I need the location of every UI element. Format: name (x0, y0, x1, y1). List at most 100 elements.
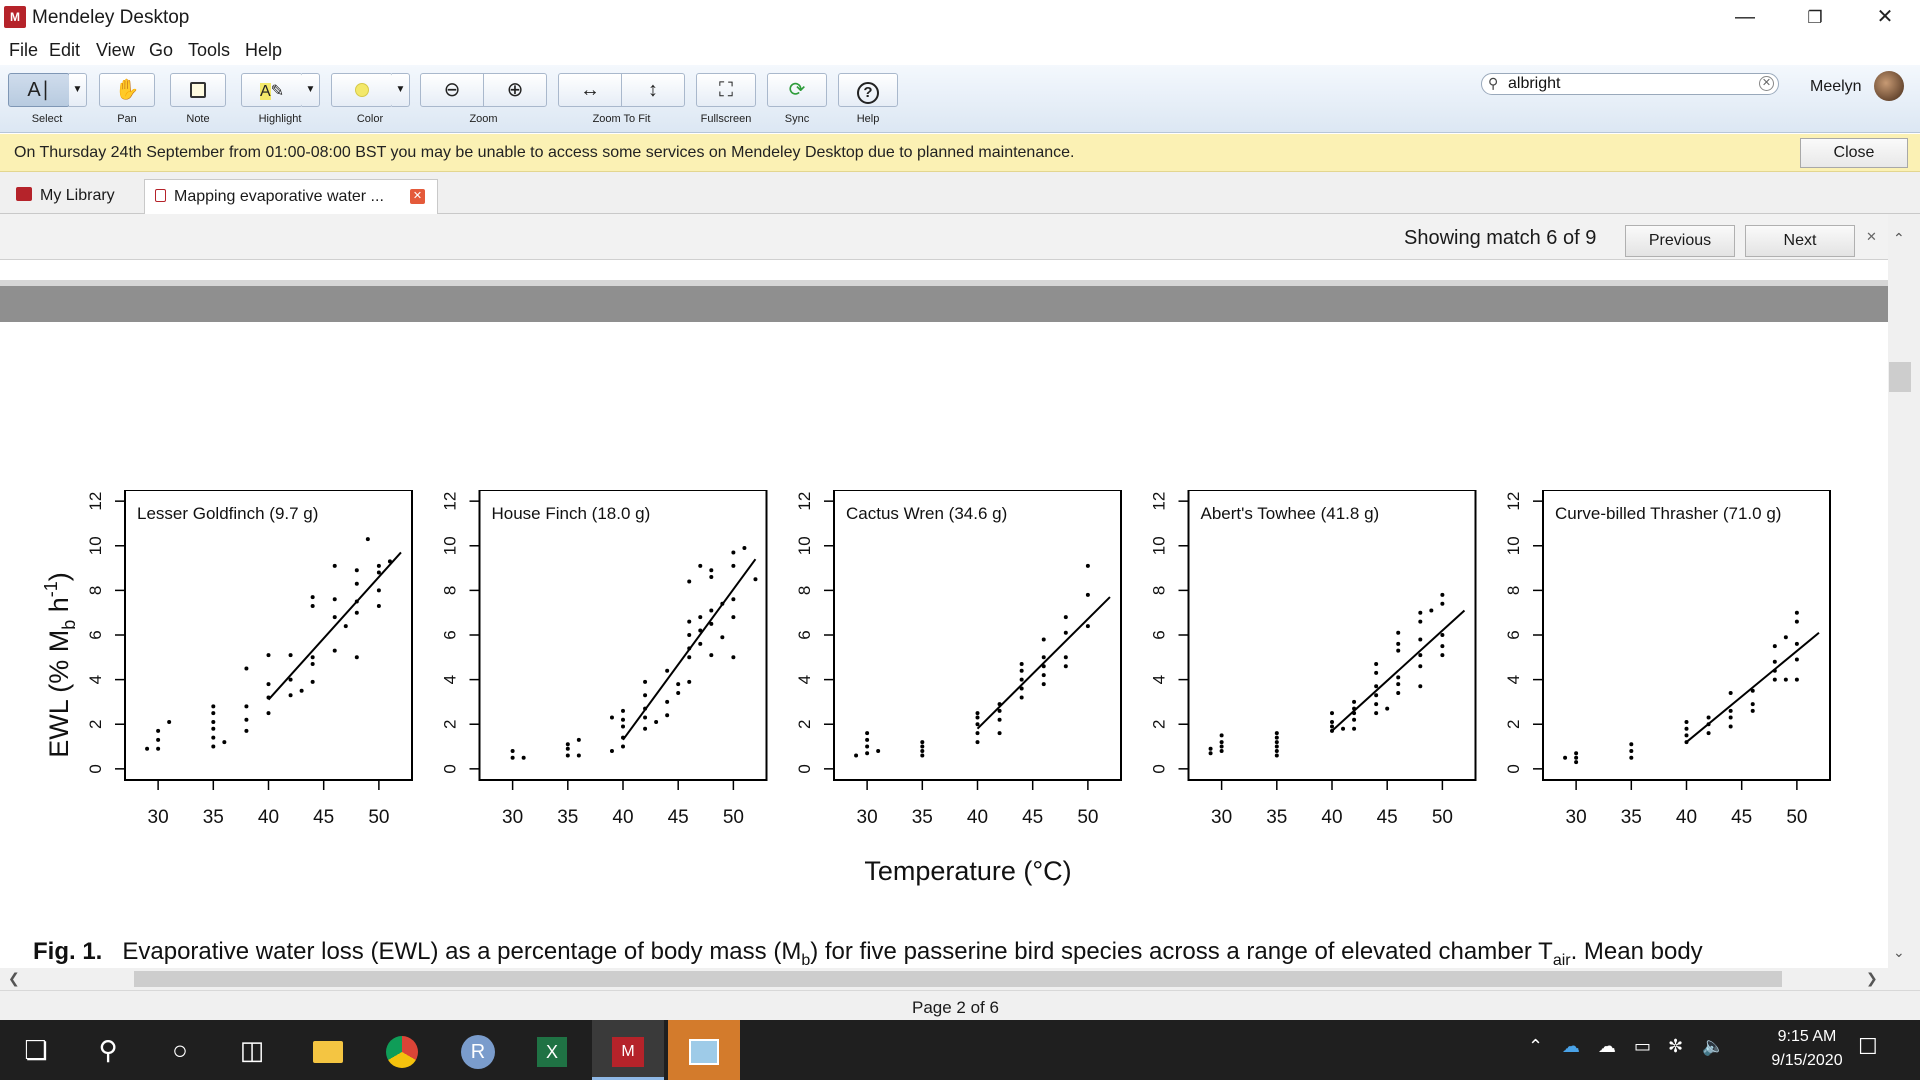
note-tool-button[interactable] (170, 73, 226, 107)
search-box[interactable]: ⚲ ✕ (1481, 73, 1779, 95)
data-point (1063, 655, 1068, 660)
data-point (643, 693, 648, 698)
menu-tools[interactable]: Tools (188, 40, 231, 60)
highlight-dropdown[interactable]: ▼ (302, 73, 320, 107)
caption-sub-air: air (1552, 951, 1571, 969)
data-point (310, 604, 315, 608)
data-point (609, 749, 614, 753)
data-point (211, 704, 216, 709)
data-point (1019, 677, 1024, 682)
data-point (698, 563, 703, 568)
volume-icon[interactable]: 🔈 (1702, 1036, 1725, 1056)
color-picker-button[interactable] (331, 73, 393, 107)
color-label: Color (356, 113, 384, 125)
y-tick-label: 4 (441, 675, 460, 684)
cortana-icon[interactable]: ○ (172, 1035, 188, 1065)
data-point (609, 715, 614, 720)
scroll-right-icon[interactable]: ❯ (1866, 970, 1878, 986)
data-point (1352, 717, 1357, 722)
fit-height-button[interactable]: ↕ (621, 73, 685, 107)
tray-chevron-icon[interactable]: ⌃ (1528, 1036, 1544, 1056)
data-point (1041, 637, 1046, 642)
clock-time[interactable]: 9:15 AM (1777, 1028, 1837, 1045)
restore-button[interactable]: ❐ (1807, 8, 1823, 27)
data-point (1794, 641, 1799, 646)
file-explorer-icon[interactable] (292, 1020, 364, 1080)
fit-width-button[interactable]: ↔ (558, 73, 622, 107)
data-point (1429, 608, 1434, 613)
select-dropdown[interactable]: ▼ (69, 73, 87, 107)
onedrive-sync-icon[interactable]: ☁ (1562, 1036, 1580, 1056)
sync-button[interactable]: ⟳ (767, 73, 827, 107)
onedrive-icon[interactable]: ☁ (1598, 1036, 1616, 1056)
r-icon[interactable]: R (442, 1020, 514, 1080)
minimize-button[interactable]: — (1735, 6, 1755, 28)
fullscreen-button[interactable]: ⛶ (696, 73, 756, 107)
panel-title: Cactus Wren (34.6 g) (846, 504, 1007, 523)
zoom-out-button[interactable]: ⊖ (420, 73, 484, 107)
zoom-in-button[interactable]: ⊕ (483, 73, 547, 107)
data-point (709, 608, 714, 613)
panel-3: Cactus Wren (34.6 g) 30 35 40 45 50 0 2 4 6 8 10 12 (795, 490, 1122, 828)
scroll-up-icon[interactable]: ⌃ (1893, 230, 1905, 246)
data-point (310, 595, 315, 600)
x-tick-label: 30 (502, 807, 523, 828)
notice-close-button[interactable]: Close (1800, 138, 1908, 168)
data-point (1750, 702, 1755, 707)
color-dropdown[interactable]: ▼ (392, 73, 410, 107)
find-close-icon[interactable]: ✕ (1866, 229, 1877, 244)
task-view-icon[interactable]: ◫ (239, 1035, 265, 1065)
tab-document[interactable]: Mapping evaporative water ... ✕ (144, 179, 438, 214)
avatar[interactable] (1874, 71, 1904, 101)
chrome-icon[interactable] (366, 1020, 438, 1080)
menu-edit[interactable]: Edit (49, 40, 81, 60)
windows-start-icon[interactable]: ❏ (24, 1035, 48, 1065)
tab-close-icon[interactable]: ✕ (410, 189, 425, 204)
menu-view[interactable]: View (96, 40, 135, 60)
highlight-tool-button[interactable]: A✎ (241, 73, 303, 107)
close-window-button[interactable]: ✕ (1876, 6, 1894, 28)
search-taskbar-icon[interactable]: ⚲ (98, 1035, 118, 1065)
fullscreen-label: Fullscreen (700, 113, 752, 125)
select-tool-button[interactable]: A∣ (8, 73, 70, 107)
mendeley-taskbar-icon[interactable]: M (592, 1020, 664, 1080)
menu-file[interactable]: File (9, 40, 39, 60)
scroll-left-icon[interactable]: ❮ (8, 970, 20, 986)
user-name[interactable]: Meelyn (1810, 78, 1862, 95)
menu-go[interactable]: Go (149, 40, 174, 60)
vertical-scroll-thumb[interactable] (1889, 362, 1911, 392)
network-app-icon[interactable] (668, 1020, 740, 1080)
data-point (1219, 740, 1224, 745)
horizontal-scroll-thumb[interactable] (134, 971, 1782, 987)
wifi-icon[interactable]: ✼ (1668, 1036, 1684, 1056)
vertical-scrollbar[interactable] (1888, 214, 1920, 990)
data-point (975, 711, 980, 716)
x-tick-label: 35 (1621, 807, 1642, 828)
pdf-viewer[interactable]: Lesser Goldfinch (9.7 g) 30 35 40 45 50 0 2 4 6 8 1… (0, 260, 1888, 970)
pan-tool-button[interactable]: ✋ (99, 73, 155, 107)
tab-my-library[interactable]: My Library (6, 179, 136, 214)
data-point (1330, 711, 1334, 716)
data-point (332, 648, 337, 653)
search-input[interactable] (1508, 75, 1748, 93)
help-button[interactable]: ? (838, 73, 898, 107)
data-point (288, 677, 293, 682)
scroll-down-icon[interactable]: ⌄ (1893, 944, 1905, 960)
x-tick-label: 35 (912, 807, 933, 828)
clear-search-icon[interactable]: ✕ (1759, 76, 1774, 91)
data-point (1085, 563, 1090, 568)
data-point (1085, 592, 1090, 597)
data-point (1063, 615, 1068, 620)
next-match-button[interactable]: Next (1745, 225, 1855, 257)
menu-help[interactable]: Help (245, 40, 283, 60)
battery-icon[interactable]: ▭ (1634, 1036, 1652, 1056)
x-tick-label: 40 (258, 807, 279, 828)
excel-icon[interactable]: X (516, 1020, 588, 1080)
y-tick-label: 10 (795, 536, 814, 555)
notifications-icon[interactable]: ☐ (1858, 1034, 1878, 1059)
data-point (1330, 720, 1334, 724)
clock-date[interactable]: 9/15/2020 (1771, 1052, 1843, 1069)
data-point (975, 731, 980, 736)
previous-match-button[interactable]: Previous (1625, 225, 1735, 257)
x-tick-label: 45 (1022, 807, 1043, 828)
